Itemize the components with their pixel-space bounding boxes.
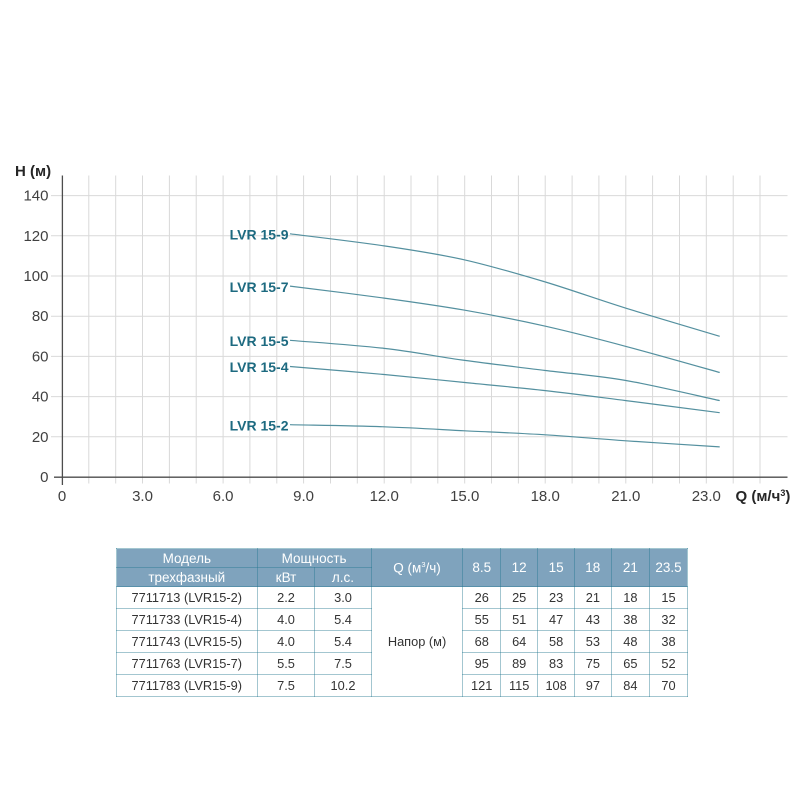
- svg-text:LVR 15-4: LVR 15-4: [230, 359, 289, 375]
- svg-text:12.0: 12.0: [370, 488, 399, 505]
- svg-text:40: 40: [32, 389, 49, 406]
- svg-text:3.0: 3.0: [132, 488, 153, 505]
- svg-text:LVR 15-7: LVR 15-7: [230, 279, 289, 295]
- svg-text:80: 80: [32, 308, 49, 325]
- svg-text:23.0: 23.0: [692, 488, 721, 505]
- svg-text:20: 20: [32, 429, 49, 446]
- svg-text:0: 0: [40, 469, 48, 486]
- svg-text:60: 60: [32, 348, 49, 365]
- svg-text:100: 100: [23, 268, 48, 285]
- svg-text:LVR 15-5: LVR 15-5: [230, 333, 289, 349]
- svg-text:6.0: 6.0: [213, 488, 234, 505]
- svg-text:Q (м/ч3): Q (м/ч3): [736, 488, 791, 505]
- svg-text:120: 120: [23, 228, 48, 245]
- svg-text:140: 140: [23, 188, 48, 205]
- svg-text:LVR 15-2: LVR 15-2: [230, 417, 289, 433]
- svg-text:0: 0: [58, 488, 66, 505]
- svg-text:9.0: 9.0: [293, 488, 314, 505]
- svg-text:15.0: 15.0: [450, 488, 479, 505]
- svg-text:21.0: 21.0: [611, 488, 640, 505]
- svg-text:LVR 15-9: LVR 15-9: [230, 227, 289, 243]
- svg-text:18.0: 18.0: [531, 488, 560, 505]
- svg-text:H (м): H (м): [15, 163, 51, 180]
